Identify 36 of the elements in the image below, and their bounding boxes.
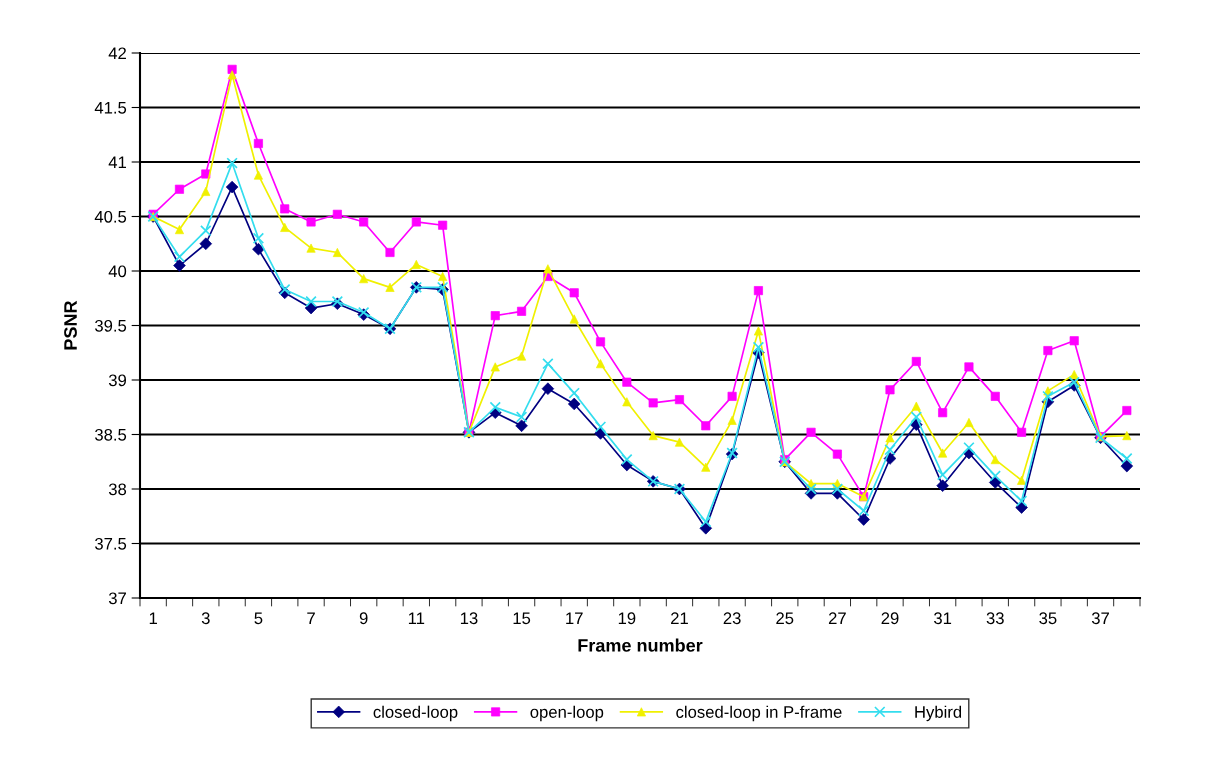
y-tick-label: 39 [108, 374, 127, 387]
x-tick-label: 3 [201, 612, 210, 625]
y-tick-label: 41.5 [94, 102, 127, 114]
x-tick-label: 33 [986, 612, 1004, 625]
x-axis-title: Frame number [578, 638, 703, 652]
y-tick-label: 42 [108, 47, 126, 60]
x-tick-label: 1 [149, 612, 157, 624]
y-axis-title: PSNR [64, 300, 77, 350]
x-tick-label: 23 [723, 612, 741, 625]
y-tick-label: 41 [108, 156, 126, 169]
x-tick-label: 37 [1091, 612, 1109, 625]
legend-label: closed-loop [373, 705, 458, 722]
x-tick-label: 35 [1039, 612, 1057, 625]
legend-label: closed-loop in P-frame [676, 705, 842, 722]
y-tick-label: 40 [108, 265, 127, 278]
y-tick-label: 37.5 [95, 537, 127, 550]
x-tick-label: 25 [776, 612, 794, 625]
x-tick-label: 15 [513, 612, 531, 625]
x-tick-label: 7 [307, 612, 315, 624]
y-tick-label: 38.5 [95, 428, 127, 441]
x-tick-label: 5 [254, 612, 263, 625]
x-tick-label: 13 [460, 612, 478, 625]
y-tick-label: 39.5 [95, 319, 127, 332]
x-tick-label: 21 [671, 612, 688, 624]
x-tick-label: 11 [408, 612, 425, 624]
y-tick-label: 40.5 [94, 210, 127, 223]
x-tick-label: 9 [359, 612, 368, 625]
x-tick-label: 27 [828, 612, 846, 624]
y-tick-label: 37 [108, 592, 126, 605]
x-tick-label: 31 [934, 612, 952, 625]
x-tick-label: 19 [618, 612, 636, 625]
legend-label: Hybird [915, 705, 962, 722]
legend-label: open-loop [530, 705, 604, 722]
x-tick-label: 29 [881, 612, 899, 625]
y-tick-label: 38 [108, 483, 127, 496]
x-tick-label: 17 [566, 612, 583, 624]
